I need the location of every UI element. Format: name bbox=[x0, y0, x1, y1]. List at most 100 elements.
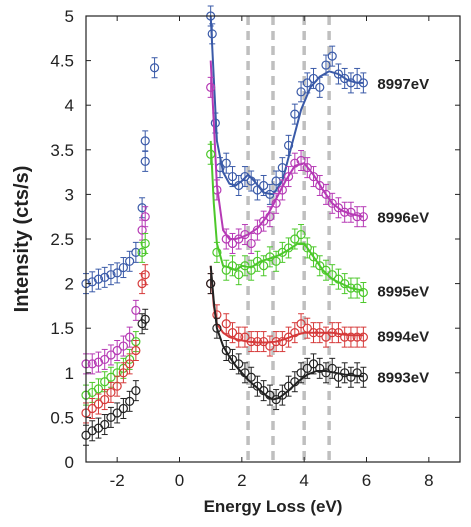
data-point bbox=[259, 380, 269, 402]
y-tick-label: 1 bbox=[65, 364, 74, 383]
data-point bbox=[358, 282, 368, 304]
data-point bbox=[246, 366, 256, 388]
data-point bbox=[227, 322, 238, 344]
series-label: 8993eV bbox=[377, 369, 429, 386]
data-point bbox=[327, 357, 337, 379]
data-point bbox=[283, 326, 294, 348]
y-tick-label: 3.5 bbox=[50, 141, 74, 160]
data-point bbox=[302, 72, 312, 94]
data-point bbox=[283, 134, 294, 156]
data-point bbox=[265, 206, 275, 228]
data-point bbox=[346, 201, 356, 223]
data-point bbox=[290, 103, 300, 125]
data-point bbox=[221, 259, 231, 281]
data-point bbox=[240, 166, 250, 188]
data-point bbox=[112, 375, 122, 397]
data-point bbox=[140, 150, 150, 172]
data-point bbox=[221, 228, 231, 250]
data-point bbox=[112, 262, 122, 284]
data-point bbox=[140, 232, 150, 254]
data-point bbox=[327, 192, 337, 214]
y-tick-label: 2 bbox=[65, 275, 74, 294]
data-point bbox=[246, 331, 256, 353]
data-point bbox=[131, 340, 141, 361]
data-point bbox=[140, 308, 150, 330]
data-point bbox=[271, 192, 281, 214]
series-label: 8997eV bbox=[377, 76, 429, 93]
data-point bbox=[240, 362, 250, 384]
data-point bbox=[212, 317, 222, 339]
data-point bbox=[321, 362, 331, 384]
data-point bbox=[206, 273, 216, 295]
data-point bbox=[308, 353, 319, 375]
data-point bbox=[100, 348, 110, 370]
data-point bbox=[252, 250, 263, 272]
series-label: 8995eV bbox=[377, 284, 429, 301]
data-point bbox=[315, 255, 325, 277]
y-tick-label: 1.5 bbox=[50, 319, 74, 338]
series-8994eV bbox=[81, 264, 368, 424]
data-point bbox=[283, 166, 294, 188]
data-point bbox=[315, 76, 325, 98]
data-point bbox=[302, 357, 312, 379]
data-point bbox=[125, 326, 135, 348]
data-point bbox=[290, 152, 300, 174]
data-point bbox=[140, 206, 150, 228]
data-point bbox=[106, 344, 116, 366]
data-point bbox=[221, 152, 231, 174]
data-point bbox=[234, 228, 244, 250]
data-point bbox=[315, 322, 325, 344]
data-point bbox=[234, 264, 244, 286]
data-point bbox=[333, 63, 344, 85]
series-8996eV bbox=[81, 60, 368, 375]
x-tick-label: 2 bbox=[237, 471, 246, 490]
data-point bbox=[352, 67, 362, 89]
data-point bbox=[346, 366, 356, 388]
data-point bbox=[333, 322, 344, 344]
data-point bbox=[277, 179, 287, 201]
y-tick-label: 4.5 bbox=[50, 52, 74, 71]
data-point bbox=[327, 322, 337, 344]
data-point bbox=[265, 183, 275, 205]
data-point bbox=[340, 67, 350, 89]
series-layer bbox=[81, 5, 368, 446]
data-point bbox=[296, 362, 306, 384]
y-tick-label: 0 bbox=[65, 453, 74, 472]
data-point bbox=[252, 331, 263, 353]
data-point bbox=[131, 241, 141, 263]
data-point bbox=[358, 326, 368, 348]
data-point bbox=[93, 268, 104, 290]
y-axis-title: Intensity (cts/s) bbox=[11, 166, 33, 313]
data-point bbox=[234, 353, 244, 375]
data-point bbox=[112, 402, 122, 424]
series-label: 8996eV bbox=[377, 210, 429, 227]
data-point bbox=[259, 210, 269, 232]
series-8993eV bbox=[81, 265, 368, 446]
fit-line bbox=[209, 15, 364, 196]
series-labels: 8997eV 8996eV 8995eV 8994eV 8993eV bbox=[377, 76, 429, 386]
data-point bbox=[333, 197, 344, 219]
data-point bbox=[308, 166, 319, 188]
data-point bbox=[118, 397, 129, 419]
y-tick-label: 2.5 bbox=[50, 230, 74, 249]
data-point bbox=[271, 331, 281, 353]
data-point bbox=[340, 326, 350, 348]
data-point bbox=[259, 331, 269, 353]
data-point bbox=[100, 266, 110, 288]
data-point bbox=[265, 246, 275, 268]
data-point bbox=[340, 273, 350, 295]
data-point bbox=[358, 72, 368, 94]
data-point bbox=[296, 313, 306, 335]
fit-line bbox=[209, 140, 364, 292]
data-point bbox=[240, 326, 250, 348]
data-point bbox=[346, 72, 356, 94]
data-point bbox=[271, 170, 281, 192]
fit-line bbox=[209, 60, 364, 240]
x-tick-label: 4 bbox=[299, 471, 308, 490]
data-point bbox=[352, 277, 362, 299]
data-point bbox=[140, 130, 150, 152]
data-point bbox=[346, 277, 356, 299]
series-8995eV bbox=[81, 140, 368, 406]
data-point bbox=[296, 224, 306, 246]
